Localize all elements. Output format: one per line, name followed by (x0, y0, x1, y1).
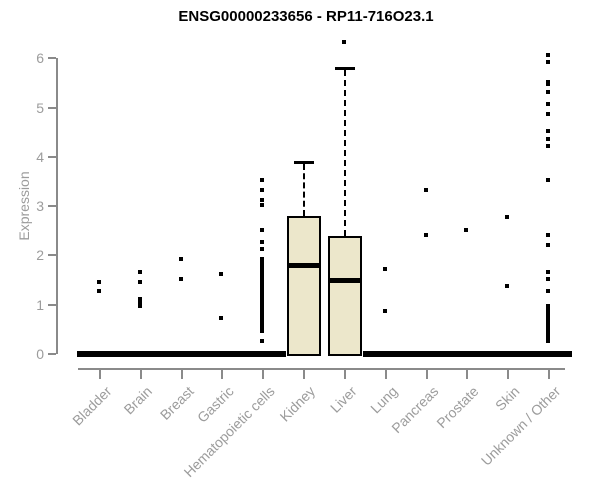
outlier-point (219, 316, 223, 320)
outlier-point (138, 270, 142, 274)
y-tick-label: 0 (36, 346, 44, 362)
x-tick-label-text: Prostate (433, 383, 482, 432)
outlier-point (546, 90, 550, 94)
y-tick-label: 5 (36, 100, 44, 116)
zero-bar (363, 351, 409, 357)
median-line (287, 263, 321, 268)
y-tick (48, 304, 56, 306)
x-tick (548, 368, 550, 379)
x-tick (181, 368, 183, 379)
zero-bar (77, 351, 123, 357)
outlier-point (260, 329, 264, 333)
x-axis-line (78, 368, 565, 370)
box (328, 236, 362, 356)
outlier-point (546, 243, 550, 247)
outlier-point (219, 272, 223, 276)
x-tick-label-text: Kidney (276, 383, 319, 425)
whisker (303, 164, 305, 216)
x-tick (221, 368, 223, 379)
y-tick (48, 205, 56, 207)
y-tick-label: 1 (36, 297, 44, 313)
outlier-point (546, 102, 550, 106)
y-tick (48, 254, 56, 256)
x-tick (385, 368, 387, 379)
y-tick (48, 353, 56, 355)
outlier-point (383, 309, 387, 313)
outlier-point (546, 112, 550, 116)
outlier-point (260, 228, 264, 232)
outlier-point (505, 215, 509, 219)
outlier-point (260, 339, 264, 343)
outlier-point (546, 137, 550, 141)
outlier-point (546, 144, 550, 148)
outlier-point (260, 203, 264, 207)
x-tick (466, 368, 468, 379)
outlier-point (546, 60, 550, 64)
x-tick (426, 368, 428, 379)
outlier-point (546, 277, 550, 281)
outlier-point (97, 289, 101, 293)
box (287, 216, 321, 356)
chart-title: ENSG00000233656 - RP11-716O23.1 (178, 8, 434, 25)
y-tick-label: 3 (36, 198, 44, 214)
x-tick-label-text: Brain (120, 383, 156, 418)
outlier-point (138, 304, 142, 308)
outlier-point (546, 233, 550, 237)
whisker-cap (335, 67, 355, 70)
x-tick (99, 368, 101, 379)
outlier-point (260, 178, 264, 182)
whisker (344, 70, 346, 236)
x-tick-label-text: Skin (491, 383, 523, 414)
x-tick-label-text: Liver (326, 383, 360, 416)
zero-bar (526, 351, 572, 357)
y-tick-label: 4 (36, 149, 44, 165)
outlier-point (260, 247, 264, 251)
y-tick (48, 57, 56, 59)
x-tick-label-text: Breast (156, 383, 197, 423)
outlier-point (546, 82, 550, 86)
zero-bar (199, 351, 245, 357)
x-tick (262, 368, 264, 379)
y-tick (48, 156, 56, 158)
outlier-point (424, 233, 428, 237)
outlier-point (138, 280, 142, 284)
whisker-cap (294, 161, 314, 164)
x-tick (344, 368, 346, 379)
x-tick (140, 368, 142, 379)
outlier-point (505, 284, 509, 288)
y-tick (48, 107, 56, 109)
outlier-point (464, 228, 468, 232)
outlier-point (546, 289, 550, 293)
outlier-point (424, 188, 428, 192)
y-tick-label: 6 (36, 50, 44, 66)
outlier-point (260, 240, 264, 244)
zero-bar (485, 351, 531, 357)
outlier-point (260, 188, 264, 192)
y-tick-label: 2 (36, 247, 44, 263)
outlier-point (546, 270, 550, 274)
outlier-point (546, 53, 550, 57)
y-axis-line (56, 58, 58, 354)
zero-bar (240, 351, 286, 357)
outlier-point (260, 198, 264, 202)
x-tick (507, 368, 509, 379)
median-line (328, 278, 362, 283)
x-tick (303, 368, 305, 379)
zero-bar (404, 351, 450, 357)
x-tick-label-text: Bladder (68, 383, 115, 429)
outlier-point (179, 277, 183, 281)
outlier-point (546, 178, 550, 182)
outlier-point (383, 267, 387, 271)
zero-bar (444, 351, 490, 357)
outlier-point (546, 129, 550, 133)
outlier-point (342, 40, 346, 44)
zero-bar (118, 351, 164, 357)
outlier-point (179, 257, 183, 261)
outlier-point (97, 280, 101, 284)
outlier-point (546, 339, 550, 343)
zero-bar (159, 351, 205, 357)
x-tick-label-text: Lung (366, 383, 401, 417)
